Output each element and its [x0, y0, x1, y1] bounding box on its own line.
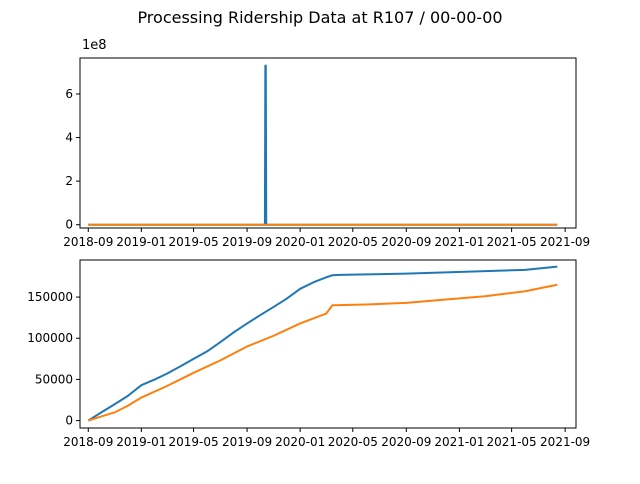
panel-1-x-tick-label-8: 2021-05	[487, 235, 537, 249]
panel-2-series-1-line	[87, 265, 558, 422]
panel-2-x-tick-label-8: 2021-05	[487, 435, 537, 449]
panel-1-x-tick-label-3: 2019-09	[222, 235, 272, 249]
panel-2-x-tick-label-9: 2021-09	[540, 435, 590, 449]
panel-1-x-tick-label-0: 2018-09	[63, 235, 113, 249]
panel-1-x-tick-label-7: 2021-01	[434, 235, 484, 249]
panel-2-y-tick-label-1: 50000	[35, 372, 73, 386]
top-axis-offset-label: 1e8	[82, 38, 107, 53]
panel-1-x-tick-label-6: 2020-09	[381, 235, 431, 249]
panel-1-series-1-line	[88, 64, 558, 226]
panel-2-x-tick-label-0: 2018-09	[63, 435, 113, 449]
figure-title: Processing Ridership Data at R107 / 00-0…	[137, 8, 503, 27]
panel-2-x-tick-label-7: 2021-01	[434, 435, 484, 449]
panel-2-y-tick-label-0: 0	[65, 414, 73, 428]
panel-1-y-tick-label-1: 2	[65, 174, 73, 188]
panel-2-x-tick-label-4: 2020-01	[275, 435, 325, 449]
panel-2-x-tick-label-3: 2019-09	[222, 435, 272, 449]
panel-1-y-tick-label-2: 4	[65, 131, 73, 145]
panel-2-y-tick-label-3: 150000	[27, 290, 73, 304]
panel-2-x-tick-label-2: 2019-05	[168, 435, 218, 449]
panel-1-x-tick-label-5: 2020-05	[328, 235, 378, 249]
panel-2-x-tick-label-1: 2019-01	[116, 435, 166, 449]
panel-2-x-tick-label-5: 2020-05	[328, 435, 378, 449]
panel-2-series-2-line	[87, 283, 558, 422]
panel-2-y-tick-label-2: 100000	[27, 331, 73, 345]
panel-1-y-tick-label-0: 0	[65, 218, 73, 232]
panel-1-x-tick-label-2: 2019-05	[168, 235, 218, 249]
panel-1-axes-frame	[79, 57, 577, 229]
panel-1-y-tick-label-3: 6	[65, 87, 73, 101]
panel-1-x-tick-label-1: 2019-01	[116, 235, 166, 249]
panel-1-x-tick-label-9: 2021-09	[540, 235, 590, 249]
panel-2-axes-frame	[79, 259, 577, 429]
panel-2-x-tick-label-6: 2020-09	[381, 435, 431, 449]
panel-1-x-tick-label-4: 2020-01	[275, 235, 325, 249]
